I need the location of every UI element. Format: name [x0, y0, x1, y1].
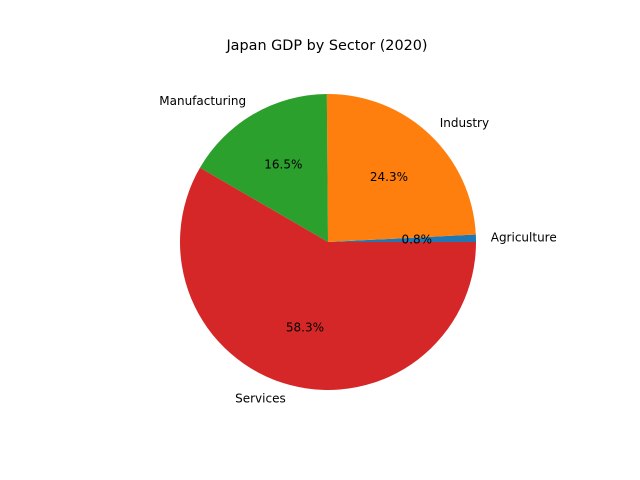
pct-label-agriculture: 0.8% — [402, 232, 433, 246]
pie-slices — [180, 93, 477, 390]
pie-slice-manufacturing — [199, 94, 328, 242]
pie-slice-services — [180, 167, 477, 390]
slice-label-industry: Industry — [440, 116, 489, 130]
pie-slice-industry — [326, 93, 476, 242]
chart-title: Japan GDP by Sector (2020) — [225, 38, 427, 54]
pct-label-industry: 24.3% — [370, 170, 408, 184]
slice-label-services: Services — [235, 392, 286, 406]
pct-label-services: 58.3% — [286, 320, 324, 334]
pct-label-manufacturing: 16.5% — [264, 158, 302, 172]
slice-label-agriculture: Agriculture — [491, 230, 557, 244]
pie-labels: Agriculture 0.8% Industry 24.3% Manufacturin… — [159, 94, 556, 406]
pie-slice-agriculture — [328, 234, 476, 242]
slice-label-manufacturing: Manufacturing — [159, 94, 246, 108]
